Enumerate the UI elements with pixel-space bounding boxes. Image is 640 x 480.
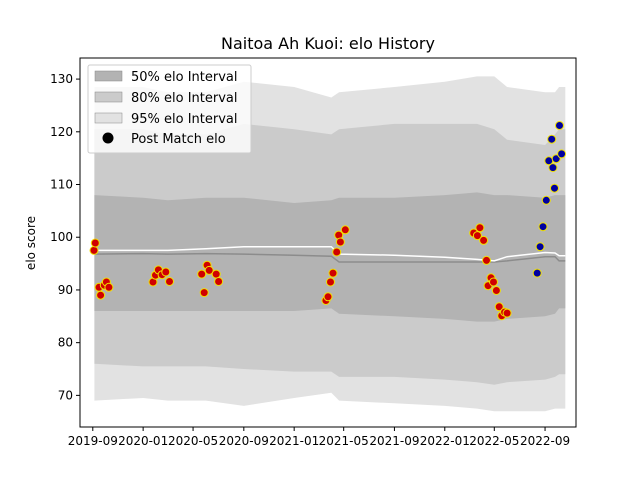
chart-title: Naitoa Ah Kuoi: elo History	[221, 34, 435, 53]
legend: 50% elo Interval 80% elo Interval 95% el…	[87, 64, 252, 154]
legend-marker-post-match	[102, 132, 114, 144]
x-tick-label: 2021-09	[369, 434, 419, 448]
data-point	[489, 277, 498, 287]
data-point	[494, 302, 504, 312]
legend-swatch-95-interval	[94, 112, 123, 124]
data-point	[502, 308, 512, 318]
data-point	[211, 269, 221, 279]
data-point	[323, 292, 333, 302]
data-point	[475, 223, 485, 233]
legend-label-post-match: Post Match elo	[131, 132, 226, 147]
x-tick-label: 2022-05	[469, 434, 519, 448]
data-point	[340, 225, 350, 235]
data-point	[328, 268, 338, 278]
data-point	[479, 235, 489, 245]
data-point	[326, 277, 335, 287]
data-point	[482, 255, 491, 265]
legend-label-50-interval: 50% elo Interval	[131, 70, 238, 85]
data-point	[197, 269, 207, 279]
y-tick-label: 90	[58, 283, 73, 297]
data-point	[104, 282, 114, 292]
y-tick-label: 80	[58, 336, 73, 350]
legend-swatch-80-interval	[94, 91, 123, 103]
data-point	[199, 288, 209, 298]
y-tick-label: 110	[50, 178, 73, 192]
data-point	[472, 231, 482, 241]
x-tick-label: 2019-09	[68, 434, 118, 448]
data-point	[491, 286, 501, 295]
legend-label-95-interval: 95% elo Interval	[131, 112, 238, 127]
data-point	[548, 163, 558, 173]
data-point	[96, 290, 106, 300]
y-axis-label: elo score	[24, 216, 38, 270]
mean-line	[94, 245, 566, 262]
data-point	[335, 237, 345, 247]
data-point	[89, 245, 99, 255]
data-point	[90, 238, 100, 248]
data-point	[214, 277, 224, 286]
data-point	[332, 247, 342, 257]
x-tick-label: 2022-01	[420, 434, 470, 448]
data-point	[204, 265, 214, 275]
data-point	[165, 277, 174, 286]
y-tick-label: 120	[50, 125, 73, 139]
data-point	[161, 267, 171, 277]
data-point	[550, 183, 559, 193]
x-tick-label: 2021-01	[269, 434, 319, 448]
plot-area	[89, 76, 567, 412]
data-point	[557, 149, 567, 159]
legend-frame	[87, 64, 252, 154]
x-tick-label: 2022-09	[520, 434, 570, 448]
data-point	[541, 195, 551, 205]
y-tick-label: 100	[50, 230, 73, 244]
data-point	[547, 134, 557, 144]
data-point	[532, 268, 542, 278]
median-line	[94, 252, 566, 263]
x-tick-label: 2021-05	[319, 434, 369, 448]
x-tick-label: 2020-05	[168, 434, 218, 448]
axes-frame	[79, 57, 577, 428]
y-tick-label: 70	[58, 388, 73, 402]
legend-swatch-50-interval	[94, 70, 123, 82]
y-tick-label: 130	[50, 72, 73, 86]
band-50-interval	[94, 192, 566, 322]
data-point	[538, 222, 548, 232]
legend-label-80-interval: 80% elo Interval	[131, 91, 238, 106]
data-point	[535, 242, 545, 252]
data-point	[555, 121, 564, 130]
x-tick-label: 2020-01	[118, 434, 168, 448]
x-tick-label: 2020-09	[219, 434, 269, 448]
